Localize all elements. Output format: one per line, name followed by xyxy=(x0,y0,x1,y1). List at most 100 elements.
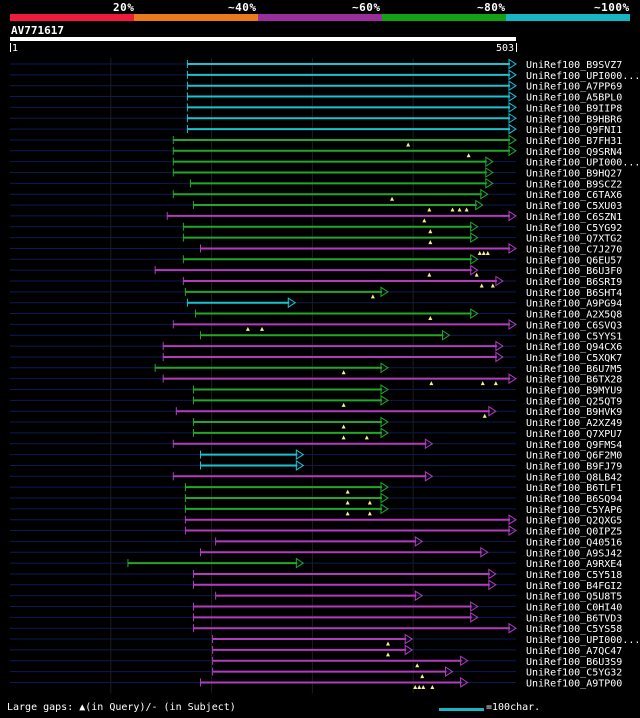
gap-marker xyxy=(420,674,425,679)
scale-label-60: ~60% xyxy=(352,1,381,14)
hit-arrowhead xyxy=(495,275,504,287)
gap-marker xyxy=(415,663,420,668)
hit-label: UniRef100_B9HQ27 xyxy=(526,169,622,180)
gap-marker xyxy=(370,294,375,299)
hit-arrowhead xyxy=(508,514,517,526)
hit-label: UniRef100_B6U3S9 xyxy=(526,657,622,668)
gap-marker xyxy=(466,153,471,158)
hit-label: UniRef100_C6SZN1 xyxy=(526,212,622,223)
hit-arrowhead xyxy=(508,622,517,634)
hit-arrowhead xyxy=(508,134,517,146)
hit-label: UniRef100_A5BPL0 xyxy=(526,93,622,104)
hit-label: UniRef100_B6TVD3 xyxy=(526,613,622,624)
hit-label: UniRef100_C5Y518 xyxy=(526,570,622,581)
hit-arrowhead xyxy=(508,123,517,135)
hit-label: UniRef100_B4FGI2 xyxy=(526,581,622,592)
hit-label: UniRef100_Q94CX6 xyxy=(526,342,622,353)
gap-marker xyxy=(406,142,411,147)
hit-label: UniRef100_C5YG32 xyxy=(526,668,622,679)
hit-arrowhead xyxy=(480,546,489,558)
scale-band-100 xyxy=(506,14,630,21)
hit-arrowhead xyxy=(380,384,389,395)
hit-label: UniRef100_A9TP00 xyxy=(526,678,622,689)
hit-arrowhead xyxy=(488,579,497,591)
hit-label: UniRef100_Q6EU57 xyxy=(526,255,622,266)
hit-label: UniRef100_Q2QXG5 xyxy=(526,516,622,527)
hit-arrowhead xyxy=(508,210,517,222)
hit-arrowhead xyxy=(485,177,494,189)
hit-arrowhead xyxy=(380,416,389,428)
hit-arrowhead xyxy=(508,525,517,536)
hit-label: UniRef100_Q8LB42 xyxy=(526,472,622,483)
gap-marker xyxy=(481,250,486,255)
hit-label: UniRef100_Q9FNI1 xyxy=(526,125,622,136)
hit-label: UniRef100_C6SVQ3 xyxy=(526,320,622,331)
gap-marker xyxy=(367,511,372,516)
hit-label: UniRef100_C5YYS1 xyxy=(526,331,622,342)
hit-label: UniRef100_UPI000... xyxy=(526,71,640,82)
hit-arrowhead xyxy=(508,112,517,124)
query-end-tick xyxy=(516,43,517,52)
gap-marker xyxy=(479,283,484,288)
query-sequence-bar xyxy=(10,37,516,41)
gap-marker xyxy=(490,283,495,288)
hit-arrowhead xyxy=(380,492,389,504)
hit-arrowhead xyxy=(488,405,497,417)
hit-arrowhead xyxy=(485,156,494,168)
scale-band-60 xyxy=(258,14,382,21)
gap-marker xyxy=(430,684,435,689)
hit-arrowhead xyxy=(295,557,305,569)
gap-marker xyxy=(417,684,422,689)
hit-arrowhead xyxy=(508,69,517,81)
hit-label: UniRef100_Q7XPU7 xyxy=(526,429,622,440)
gap-marker xyxy=(364,435,369,440)
gaps-legend: Large gaps: ▲(in Query)/- (in Subject) xyxy=(7,702,236,713)
hit-arrowhead xyxy=(470,221,479,233)
hit-arrowhead xyxy=(488,568,497,580)
gap-marker xyxy=(341,370,346,375)
hit-arrowhead xyxy=(495,351,504,363)
hit-arrowhead xyxy=(295,449,305,461)
hit-label: UniRef100_B9IIP8 xyxy=(526,103,622,114)
hit-arrowhead xyxy=(441,329,451,341)
gap-marker xyxy=(341,435,346,440)
hit-label: UniRef100_A9PG94 xyxy=(526,299,622,310)
hit-arrowhead xyxy=(485,167,494,178)
hit-arrowhead xyxy=(380,362,389,374)
hit-arrowhead xyxy=(470,264,479,276)
gap-marker xyxy=(390,196,395,201)
gap-marker xyxy=(385,652,390,657)
gap-marker xyxy=(482,413,487,418)
hit-arrowhead xyxy=(460,677,469,688)
hit-arrowhead xyxy=(470,601,479,612)
gap-marker xyxy=(450,207,455,212)
hit-arrowhead xyxy=(380,503,389,515)
gap-marker xyxy=(385,641,390,646)
hit-label: UniRef100_B9SCZ2 xyxy=(526,179,622,190)
hit-arrowhead xyxy=(287,297,297,309)
hit-label: UniRef100_C5XQK7 xyxy=(526,353,622,364)
hit-arrowhead xyxy=(380,394,389,406)
hit-arrowhead xyxy=(508,58,517,70)
gap-marker xyxy=(429,381,434,386)
hit-arrowhead xyxy=(508,91,517,102)
gap-marker xyxy=(421,684,426,689)
gap-marker xyxy=(474,272,479,277)
gap-marker xyxy=(427,207,432,212)
hit-label: UniRef100_B6SRI9 xyxy=(526,277,622,288)
gap-marker xyxy=(345,489,350,494)
gap-marker xyxy=(428,316,433,321)
gap-marker xyxy=(341,402,346,407)
hit-label: UniRef100_C5XU03 xyxy=(526,201,622,212)
hit-arrowhead xyxy=(470,253,479,265)
hit-label: UniRef100_A2X5Q8 xyxy=(526,310,622,321)
gap-marker xyxy=(428,229,433,234)
query-start-tick xyxy=(10,43,11,52)
gap-marker xyxy=(477,250,482,255)
hit-label: UniRef100_Q5U8T5 xyxy=(526,592,622,603)
hit-label: UniRef100_C7J270 xyxy=(526,244,622,255)
hit-label: UniRef100_B9FJ79 xyxy=(526,461,622,472)
hit-label: UniRef100_Q6F2M0 xyxy=(526,451,622,462)
gap-marker xyxy=(345,511,350,516)
hit-label: UniRef100_UPI000... xyxy=(526,635,640,646)
